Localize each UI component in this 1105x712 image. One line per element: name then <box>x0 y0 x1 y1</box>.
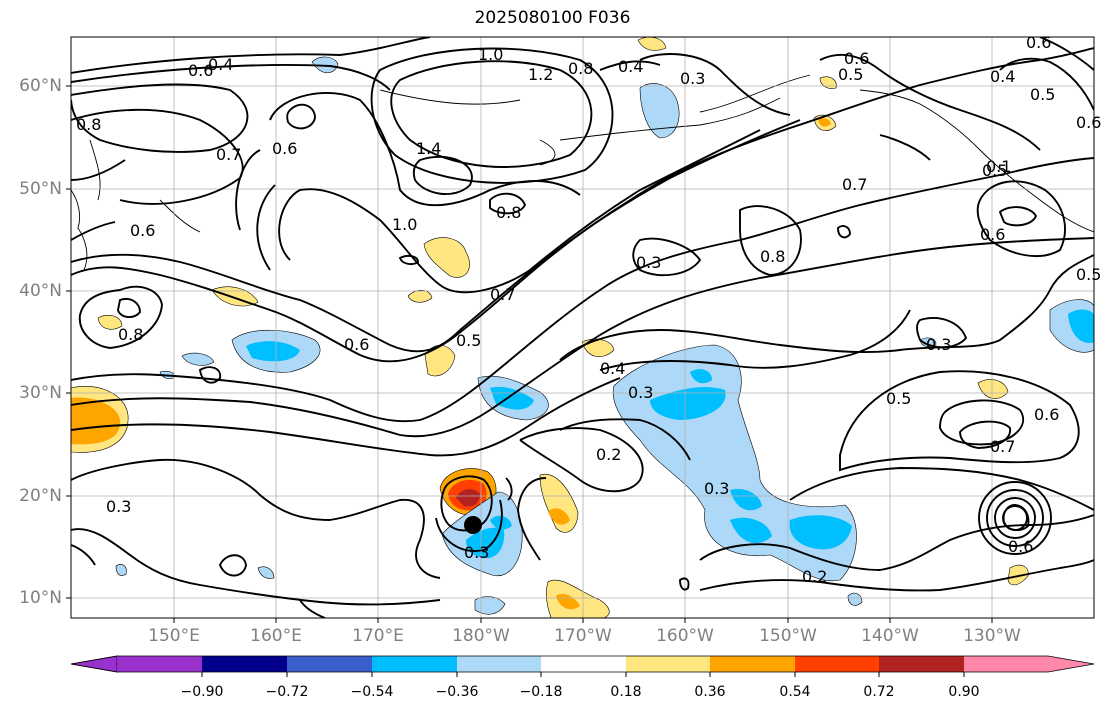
contour-label: 1.0 <box>478 45 503 64</box>
lon-label: 150°E <box>148 626 200 646</box>
lon-label: 180°W <box>452 626 510 646</box>
lon-label: 160°E <box>250 626 302 646</box>
contour-label: 0.3 <box>926 335 951 354</box>
contour-label: 0.4 <box>600 359 625 378</box>
colorbar-segment <box>202 656 287 672</box>
colorbar-segment <box>457 656 541 672</box>
colorbar-tick-label: −0.54 <box>350 684 394 700</box>
contour-label: 0.4 <box>990 67 1015 86</box>
lat-label: 60°N <box>19 76 62 96</box>
colorbar-tick-label: 0.18 <box>610 684 642 700</box>
contour-label: 0.3 <box>680 69 705 88</box>
contour-label: 0.2 <box>802 567 827 586</box>
contour-label: 0.5 <box>838 65 863 84</box>
colorbar-segment <box>287 656 372 672</box>
contour-label: 0.6 <box>1026 33 1051 52</box>
contour-label: 0.3 <box>704 479 729 498</box>
shaded-anomalies <box>71 37 1029 618</box>
contour-label: 0.5 <box>982 161 1007 180</box>
colorbar <box>70 655 1095 677</box>
axis-ticks <box>66 85 993 623</box>
lat-label: 20°N <box>19 486 62 506</box>
lat-label: 50°N <box>19 179 62 199</box>
contour-label: 0.7 <box>490 285 515 304</box>
contour-label: 0.4 <box>618 57 643 76</box>
colorbar-tick-label: −0.36 <box>435 684 479 700</box>
contour-label: 0.6 <box>1008 537 1033 556</box>
colorbar-segment <box>541 656 626 672</box>
contour-label: 1.0 <box>392 215 417 234</box>
colorbar-segment <box>964 656 1048 672</box>
contour-label: 0.6 <box>1034 405 1059 424</box>
lat-label: 40°N <box>19 281 62 301</box>
contour-label: 0.6 <box>272 139 297 158</box>
lon-label: 160°W <box>656 626 714 646</box>
contour-label: 0.8 <box>496 203 521 222</box>
storm-center-marker <box>464 516 482 534</box>
contour-label: 0.8 <box>568 59 593 78</box>
colorbar-segment <box>70 655 118 673</box>
lon-label: 130°W <box>963 626 1021 646</box>
chart-title: 2025080100 F036 <box>474 8 631 28</box>
contour-label: 0.8 <box>76 115 101 134</box>
contour-label: 0.5 <box>886 389 911 408</box>
contour-label: 1.4 <box>416 139 441 158</box>
colorbar-tick-label: −0.72 <box>265 684 309 700</box>
contour-label: 0.5 <box>1030 85 1055 104</box>
lon-label: 140°W <box>861 626 919 646</box>
contour-label: 1.2 <box>528 65 553 84</box>
colorbar-tick-label: 0.72 <box>863 684 895 700</box>
contour-label: 0.6 <box>188 61 213 80</box>
contour-label: 0.6 <box>844 49 869 68</box>
contour-label: 0.2 <box>596 445 621 464</box>
map-background <box>71 37 1094 618</box>
colorbar-segment <box>795 656 879 672</box>
lon-label: 170°W <box>554 626 612 646</box>
lon-label: 150°W <box>759 626 817 646</box>
contour-lines <box>71 37 1094 618</box>
contour-label: 0.4 <box>208 55 233 74</box>
contour-label: 0.3 <box>464 543 489 562</box>
colorbar-tick-label: 0.90 <box>948 684 980 700</box>
colorbar-tick-label: −0.90 <box>180 684 224 700</box>
colorbar-segment <box>1048 656 1094 672</box>
coastlines <box>71 74 1094 271</box>
colorbar-tick-label: −0.18 <box>519 684 563 700</box>
contour-label: 0.5 <box>456 331 481 350</box>
colorbar-tick-label: 0.36 <box>694 684 726 700</box>
lat-label: 30°N <box>19 383 62 403</box>
contour-label: 0.6 <box>344 335 369 354</box>
contour-label: 0.1 <box>986 157 1011 176</box>
contour-label: 0.6 <box>980 225 1005 244</box>
colorbar-outline <box>70 655 1095 673</box>
contour-label: 0.3 <box>636 253 661 272</box>
contour-label: 0.8 <box>118 325 143 344</box>
contour-label: 0.7 <box>842 175 867 194</box>
contour-label: 0.7 <box>990 437 1015 456</box>
contour-label: 0.7 <box>216 145 241 164</box>
colorbar-segment <box>710 656 795 672</box>
colorbar-segment <box>879 656 964 672</box>
colorbar-segment <box>626 656 710 672</box>
colorbar-segment <box>372 656 457 672</box>
gridlines <box>71 37 1094 618</box>
contour-label-group: 0.4 0.6 0.8 0.7 0.6 0.6 1.0 1.2 0.8 0.4 … <box>76 33 1101 586</box>
contour-label: 0.3 <box>106 497 131 516</box>
colorbar-tick-label: 0.54 <box>779 684 811 700</box>
lon-label: 170°E <box>352 626 404 646</box>
lat-label: 10°N <box>19 588 62 608</box>
contour-label: 0.6 <box>130 221 155 240</box>
contour-label: 0.3 <box>628 383 653 402</box>
colorbar-segment <box>117 656 202 672</box>
contour-label: 0.6 <box>1076 113 1101 132</box>
contour-label: 0.5 <box>1076 265 1101 284</box>
contour-label: 0.8 <box>760 247 785 266</box>
